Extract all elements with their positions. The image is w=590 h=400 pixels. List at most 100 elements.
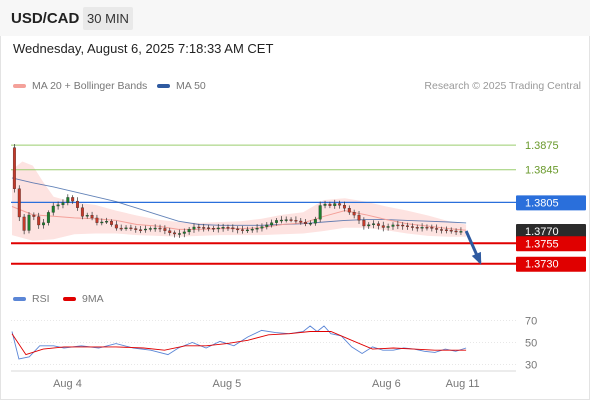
candle-body-58 [294,220,298,222]
candle-body-34 [177,233,181,235]
candle-body-20 [110,221,113,225]
candle-body-16 [90,215,94,219]
timestamp: Wednesday, August 6, 2025 7:18:33 AM CET [13,41,274,56]
candle-body-60 [304,222,308,224]
candle-body-9 [56,204,60,207]
level-label-1.3770: 1.3770 [525,226,559,238]
ma20-label: MA 20 + Bollinger Bands [32,80,148,92]
candle-body-49 [250,228,254,231]
candle-body-4 [32,214,36,217]
level-label-1.3875: 1.3875 [525,140,559,152]
ma9-label: 9MA [82,293,104,305]
level-box-1.3805 [516,195,586,211]
candle-body-31 [163,228,167,231]
candle-body-51 [260,226,264,229]
candle-body-43 [221,227,225,229]
candle-body-86 [430,227,434,229]
x-tick-Aug-4: Aug 4 [53,378,82,390]
level-box-1.3770 [516,224,586,240]
candle-body-66 [333,203,337,206]
candle-body-36 [187,229,191,233]
candle-body-28 [148,228,152,230]
rsi-tick-70: 70 [525,316,537,328]
candle-body-26 [139,229,143,231]
candle-body-67 [338,203,342,206]
rsi-ma9-line [11,331,467,356]
candle-body-12 [71,197,75,202]
candle-body-47 [241,229,244,231]
candle-body-33 [173,232,177,235]
rsi-tick-30: 30 [525,360,537,372]
candle-body-88 [440,229,443,231]
candle-body-77 [386,226,390,228]
candle-body-38 [197,226,201,229]
candle-body-42 [216,227,220,230]
legend-9ma: 9MA [63,293,104,305]
candle-body-41 [211,227,215,230]
candle-body-69 [347,208,351,213]
candle-body-13 [76,200,79,208]
candle-body-46 [236,228,240,231]
candle-body-68 [343,205,346,209]
candle-body-81 [406,225,409,227]
forecast-arrow-head [471,251,482,265]
ma50-line [11,177,467,226]
candle-body-5 [37,216,41,226]
candle-body-52 [265,224,269,227]
level-label-1.3730: 1.3730 [525,259,559,271]
candle-body-57 [289,219,293,221]
legend-ma20: MA 20 + Bollinger Bands [13,80,147,92]
chart-header: USD/CAD 30 MIN [0,0,590,36]
ma9-swatch [63,297,76,302]
candle-body-62 [313,219,317,224]
candle-body-6 [42,222,45,226]
rsi-tick-50: 50 [525,338,537,350]
candle-body-75 [376,223,380,226]
candle-body-0 [12,147,16,189]
candle-body-45 [231,227,235,230]
candle-body-19 [105,221,109,223]
candle-body-73 [367,224,371,227]
candle-body-84 [420,227,424,229]
candle-body-92 [459,231,463,233]
candle-body-15 [85,215,89,217]
level-box-1.3755 [516,236,586,252]
rsi-label: RSI [32,293,50,305]
candle-body-72 [362,220,366,227]
candle-body-87 [435,228,439,230]
candle-body-65 [328,203,332,206]
candle-body-23 [124,227,128,230]
timeframe-badge[interactable]: 30 MIN [83,7,133,30]
candle-body-85 [425,227,429,229]
candle-body-11 [66,197,70,203]
x-tick-Aug-6: Aug 6 [372,378,401,390]
x-tick-Aug-5: Aug 5 [213,378,242,390]
candle-body-14 [80,207,84,217]
ma50-label: MA 50 [176,80,206,92]
candle-body-80 [401,224,405,227]
candle-body-22 [119,227,123,230]
ma20-line [11,206,467,231]
candle-body-3 [27,214,31,231]
candle-body-91 [454,230,458,233]
candle-body-44 [226,227,230,229]
level-label-1.3755: 1.3755 [525,238,559,250]
legend-ma50: MA 50 [157,80,206,92]
candle-body-54 [275,220,278,223]
level-label-1.3845: 1.3845 [525,165,559,177]
level-box-1.3730 [516,256,586,272]
bollinger-band-area [12,161,467,241]
candle-body-82 [410,226,414,228]
candle-body-7 [46,212,50,223]
candle-body-74 [372,223,376,225]
candle-body-53 [270,222,274,226]
candle-body-63 [318,205,322,220]
ma50-swatch [157,84,170,89]
candle-body-32 [168,230,172,233]
candle-body-29 [153,227,157,230]
x-tick-Aug-11: Aug 11 [446,378,480,390]
level-label-1.3805: 1.3805 [525,197,559,209]
rsi-swatch [13,297,26,302]
ma20-swatch [13,84,26,89]
